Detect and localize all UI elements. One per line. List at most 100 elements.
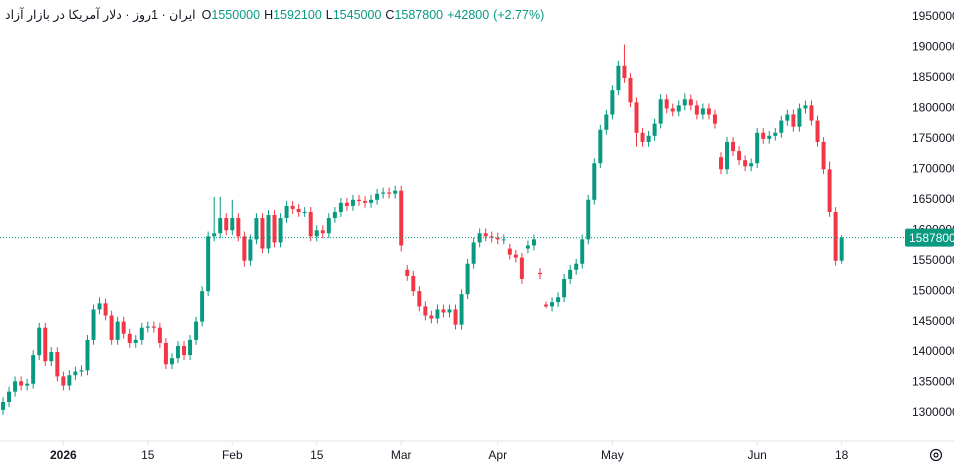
candle-body [803, 105, 808, 109]
x-tick-label: 2026 [50, 448, 77, 462]
candle-body [568, 269, 573, 279]
candle-body [652, 123, 657, 136]
candle-body [700, 108, 705, 115]
candle-body [622, 65, 627, 78]
candle-body [761, 132, 766, 139]
candle-body [429, 315, 434, 319]
candle-body [25, 383, 30, 386]
candle-body [61, 376, 66, 386]
candle-body [821, 141, 826, 170]
candle-body [815, 120, 820, 142]
x-tick-label: Mar [391, 448, 412, 462]
candle-body [405, 269, 410, 276]
y-tick-label: 1350000 [912, 375, 954, 389]
candle-body [755, 132, 760, 164]
candle-body [73, 371, 78, 376]
legend-title: ایران · 1روز · دلار آمریکا در بازار آزاد [5, 8, 196, 22]
candle-body [1, 402, 6, 410]
candle-body [67, 375, 72, 386]
candle-body [97, 303, 102, 310]
candle-body [266, 215, 271, 249]
candle-body [447, 309, 452, 313]
candle-body [664, 99, 669, 109]
candle-body [737, 151, 742, 161]
candle-body [646, 135, 651, 142]
candle-body [743, 160, 748, 167]
candle-body [465, 263, 470, 295]
candle-body [19, 381, 24, 386]
candle-body [471, 242, 476, 264]
candle-body [670, 108, 675, 112]
candle-body [169, 358, 174, 365]
candle-body [284, 205, 289, 219]
gear-hub[interactable] [933, 452, 939, 458]
candle-body [712, 114, 717, 124]
candle-body [658, 99, 663, 124]
y-tick-label: 1500000 [912, 283, 954, 297]
y-tick-label: 1650000 [912, 192, 954, 206]
candle-body [302, 211, 307, 213]
candle-body [718, 157, 723, 170]
candle-body [483, 233, 488, 237]
candle-body [477, 233, 482, 243]
candle-body [628, 77, 633, 103]
candle-body [634, 102, 639, 133]
candle-body [574, 263, 579, 270]
x-tick-label: Feb [222, 448, 243, 462]
candle-body [586, 199, 591, 240]
candle-body [731, 141, 736, 152]
candle-body [356, 199, 361, 202]
candle-body [79, 370, 84, 372]
ohlc-letter: C [385, 8, 395, 22]
y-tick-label: 1700000 [912, 162, 954, 176]
candle-body [314, 230, 319, 237]
candle-body [694, 105, 699, 115]
candle-body [91, 309, 96, 340]
candle-body [544, 304, 549, 307]
candle-body [525, 245, 530, 249]
candle-body [133, 339, 138, 343]
last-price-box [905, 228, 954, 247]
candle-body [308, 211, 313, 237]
candle-body [230, 218, 235, 231]
candle-body [501, 239, 506, 241]
candle-body [592, 163, 597, 200]
y-tick-label: 1950000 [912, 9, 954, 23]
y-tick-label: 1850000 [912, 70, 954, 84]
candle-body [833, 211, 838, 261]
candle-body [350, 199, 355, 206]
y-tick-label: 1550000 [912, 253, 954, 267]
candle-body [640, 132, 645, 142]
x-tick-label: Jun [748, 448, 767, 462]
candle-body [797, 108, 802, 127]
candle-body [791, 114, 796, 127]
candle-body [604, 114, 609, 130]
candle-body [749, 163, 754, 167]
y-tick-label: 1450000 [912, 314, 954, 328]
settings-icon[interactable] [929, 448, 943, 462]
candle-body [767, 135, 772, 139]
candle-body [809, 105, 814, 121]
candle-body [779, 120, 784, 133]
candle-body [537, 272, 542, 275]
candle-body [236, 218, 241, 237]
candle-body [43, 327, 48, 362]
candle-body [175, 345, 180, 359]
candle-body [206, 236, 211, 292]
candle-body [260, 218, 265, 249]
candle-body [453, 309, 458, 325]
candle-body [610, 90, 615, 115]
candle-body [278, 218, 283, 243]
candle-body [212, 233, 217, 237]
last-price-label: 1587800 [909, 231, 954, 245]
candle-body [326, 218, 331, 234]
candle-body [115, 321, 120, 340]
x-tick-label: 15 [310, 448, 324, 462]
candle-body [121, 321, 126, 334]
candle-body [200, 291, 205, 322]
candle-body [519, 257, 524, 279]
candle-body [411, 275, 416, 292]
gear-ring[interactable] [929, 448, 943, 462]
candle-body [363, 201, 368, 203]
